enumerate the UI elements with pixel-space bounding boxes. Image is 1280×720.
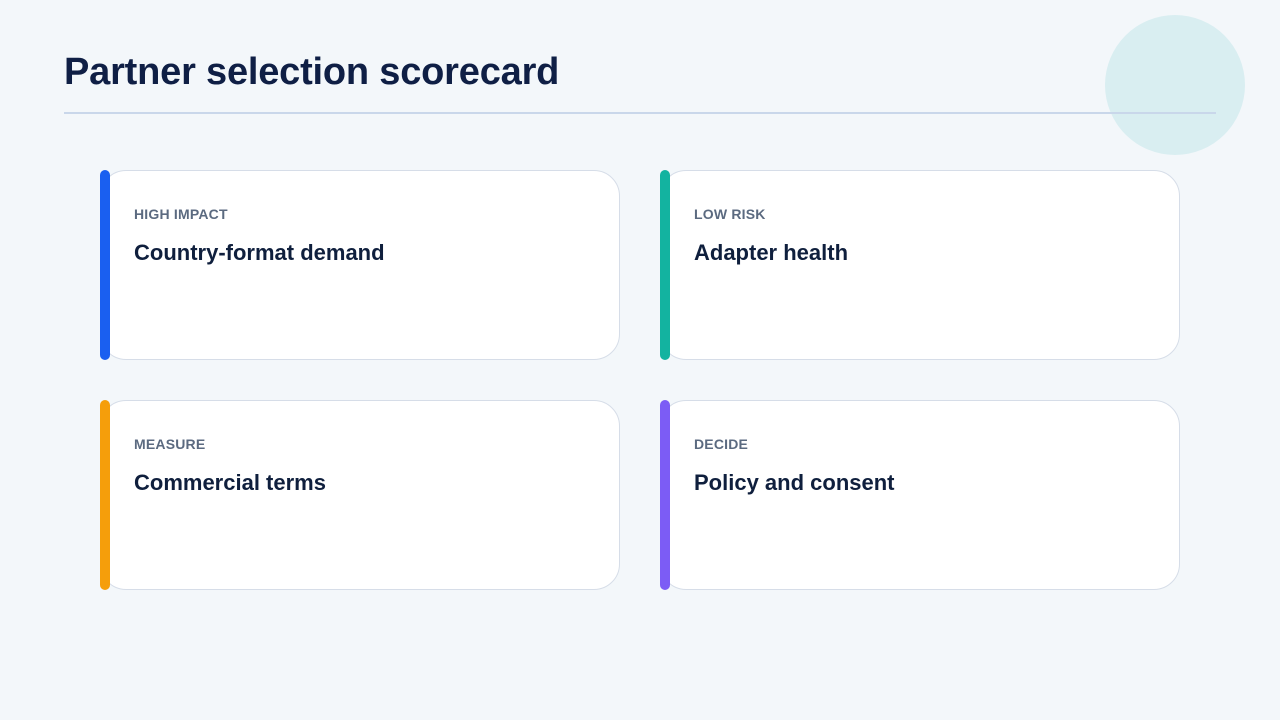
page-title: Partner selection scorecard [64,51,560,93]
card-tag: DECIDE [694,436,749,452]
card-heading: Adapter health [694,240,849,265]
scorecard-card-country-format-demand: HIGH IMPACT Country-format demand [100,170,620,360]
decorative-circle [1105,15,1245,155]
scorecard-card-adapter-health: LOW RISK Adapter health [660,170,1180,360]
card-heading: Commercial terms [134,470,326,495]
card-tag: HIGH IMPACT [134,206,228,222]
card-accent-bar [660,170,670,360]
card-heading: Policy and consent [694,470,895,495]
scorecard-card-commercial-terms: MEASURE Commercial terms [100,400,620,590]
card-tag: MEASURE [134,436,206,452]
title-divider [64,112,1216,114]
card-accent-bar [100,170,110,360]
scorecard-card-policy-and-consent: DECIDE Policy and consent [660,400,1180,590]
card-tag: LOW RISK [694,206,766,222]
card-heading: Country-format demand [134,240,385,265]
card-accent-bar [660,400,670,590]
card-accent-bar [100,400,110,590]
